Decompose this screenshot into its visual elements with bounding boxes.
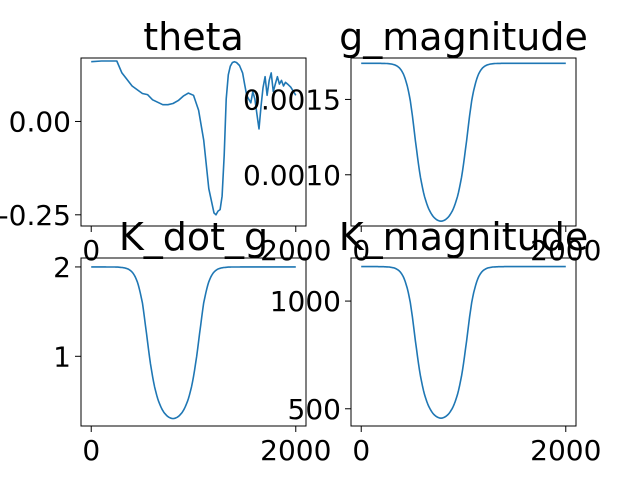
x-tick-label-K_magnitude-1: 2000 xyxy=(530,434,601,467)
y-tick-label-K_magnitude-1: 500 xyxy=(288,393,341,426)
axes-frame-theta xyxy=(80,57,307,227)
chart-K_dot_g: 0 2000 2 1 K_dot_g xyxy=(53,215,331,467)
x-tick-label-K_magnitude-0: 0 xyxy=(352,434,370,467)
y-tick-label-K_dot_g-1: 1 xyxy=(53,340,71,373)
y-tick-label-theta-0: 0.00 xyxy=(9,105,71,138)
series-line-g_magnitude xyxy=(361,62,566,222)
x-tick-label-K_dot_g-0: 0 xyxy=(82,434,100,467)
subplot-grid: 0 2000 0.00 -0.25 theta 0 2000 0.0015 0.0010 g_ma… xyxy=(0,15,601,467)
chart-K_magnitude: 0 2000 1000 500 K_magnitude xyxy=(270,215,602,467)
chart-title-K_dot_g: K_dot_g xyxy=(119,215,268,259)
axes-frame-K_dot_g xyxy=(80,257,307,427)
x-tick-label-theta-1: 2000 xyxy=(260,234,331,267)
y-tick-label-g_magnitude-0: 0.0015 xyxy=(243,83,341,116)
x-tick-label-K_dot_g-1: 2000 xyxy=(260,434,331,467)
y-tick-label-K_dot_g-0: 2 xyxy=(53,251,71,284)
chart-g_magnitude: 0 2000 0.0015 0.0010 g_magnitude xyxy=(243,15,601,267)
x-tick-label-theta-0: 0 xyxy=(82,234,100,267)
y-tick-label-g_magnitude-1: 0.0010 xyxy=(243,159,341,192)
axes-frame-g_magnitude xyxy=(350,57,577,227)
x-tick-label-g_magnitude-1: 2000 xyxy=(530,234,601,267)
chart-title-theta: theta xyxy=(143,15,244,59)
chart-title-K_magnitude: K_magnitude xyxy=(339,215,588,259)
chart-title-g_magnitude: g_magnitude xyxy=(339,15,588,59)
axes-frame-K_magnitude xyxy=(350,257,577,427)
y-tick-label-K_magnitude-0: 1000 xyxy=(270,285,341,318)
series-line-K_dot_g xyxy=(91,266,296,420)
y-tick-label-theta-1: -0.25 xyxy=(0,199,71,232)
x-tick-label-g_magnitude-0: 0 xyxy=(352,234,370,267)
chart-theta: 0 2000 0.00 -0.25 theta xyxy=(0,15,331,267)
series-line-theta xyxy=(91,60,297,216)
series-line-K_magnitude xyxy=(361,265,566,419)
